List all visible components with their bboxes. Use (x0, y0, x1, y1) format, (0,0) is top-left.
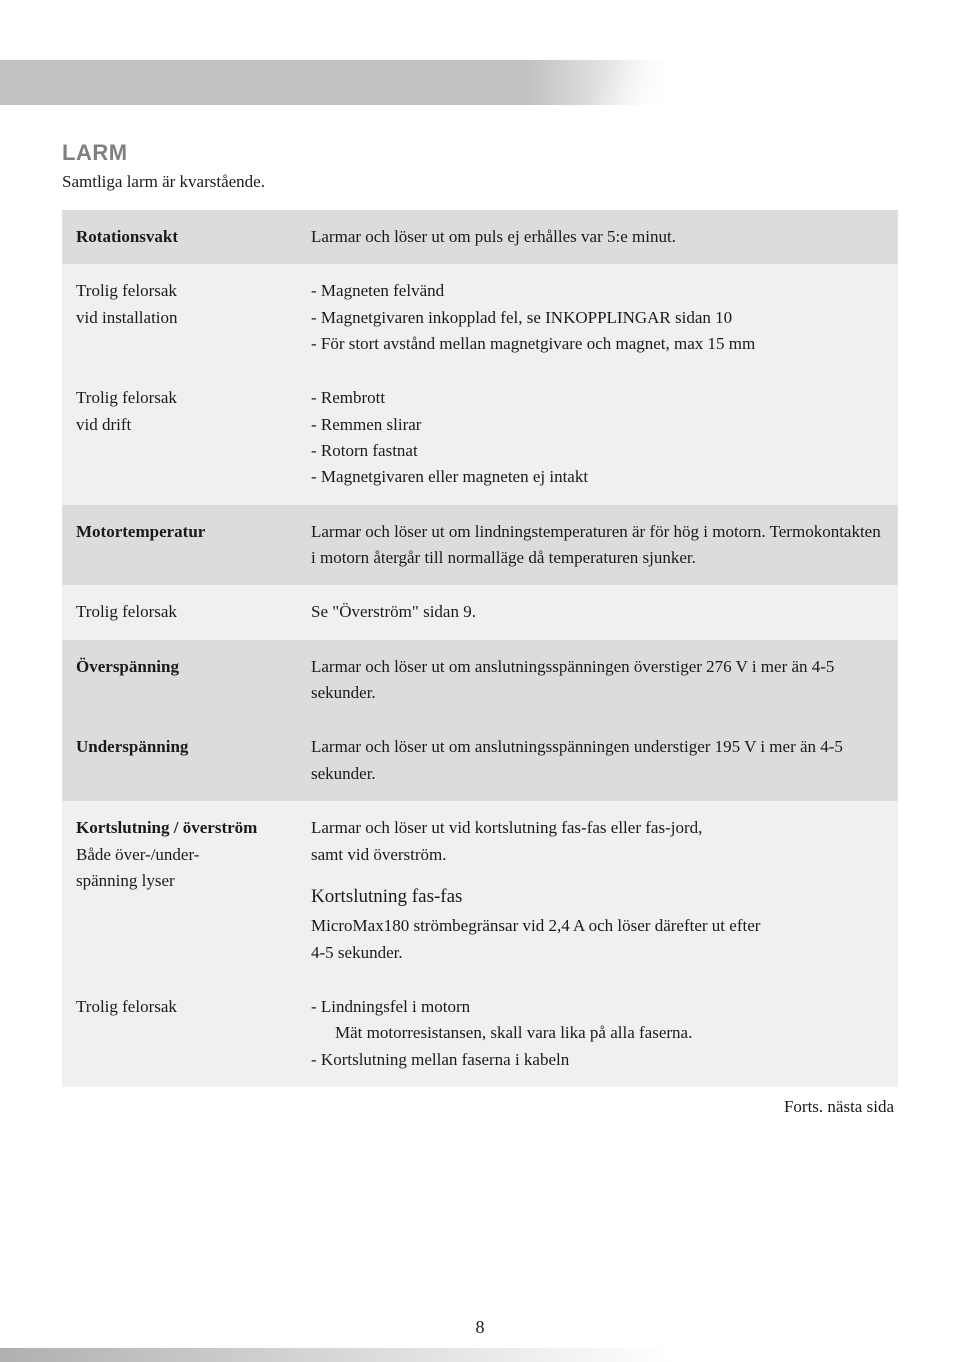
row-value-line: - Rembrott (311, 388, 385, 407)
footer-gradient-bar (0, 1348, 960, 1362)
row-value-line: - För stort avstånd mellan magnetgivare … (311, 334, 755, 353)
page-title: LARM (62, 140, 898, 166)
row-label: Underspänning (62, 720, 297, 801)
row-label-line: vid installation (76, 308, 178, 327)
row-label-line: Trolig felorsak (76, 388, 177, 407)
table-row: Trolig felorsak - Lindningsfel i motorn … (62, 980, 898, 1087)
row-value-line: 4-5 sekunder. (311, 943, 403, 962)
row-value: Larmar och löser ut om lindningstemperat… (297, 505, 898, 586)
table-row: Rotationsvakt Larmar och löser ut om pul… (62, 210, 898, 264)
row-value: - Rembrott - Remmen slirar - Rotorn fast… (297, 371, 898, 504)
table-row: Trolig felorsak Se "Överström" sidan 9. (62, 585, 898, 639)
header-gradient-bar (0, 60, 960, 105)
row-value-line: - Magneten felvänd (311, 281, 444, 300)
row-label: Överspänning (62, 640, 297, 721)
row-subheading: Kortslutning fas-fas (311, 882, 888, 911)
row-label-line: vid drift (76, 415, 131, 434)
row-value: Larmar och löser ut om anslutningsspänni… (297, 720, 898, 801)
row-value-line: samt vid överström. (311, 845, 447, 864)
alarm-table: Rotationsvakt Larmar och löser ut om pul… (62, 210, 898, 1087)
row-value-line: - Rotorn fastnat (311, 441, 418, 460)
table-row: Trolig felorsak vid drift - Rembrott - R… (62, 371, 898, 504)
row-label: Trolig felorsak vid drift (62, 371, 297, 504)
row-label-text: Överspänning (76, 657, 179, 676)
row-label-text: Kortslutning / överström (76, 818, 257, 837)
table-row: Underspänning Larmar och löser ut om ans… (62, 720, 898, 801)
row-value: Larmar och löser ut om puls ej erhålles … (297, 210, 898, 264)
row-value: - Lindningsfel i motorn Mät motorresista… (297, 980, 898, 1087)
row-value: Larmar och löser ut vid kortslutning fas… (297, 801, 898, 980)
row-label-line: Trolig felorsak (76, 281, 177, 300)
table-row: Motortemperatur Larmar och löser ut om l… (62, 505, 898, 586)
row-value-line: Larmar och löser ut vid kortslutning fas… (311, 818, 702, 837)
row-value-line: MicroMax180 strömbegränsar vid 2,4 A och… (311, 916, 760, 935)
row-value-line: - Magnetgivaren eller magneten ej intakt (311, 467, 588, 486)
row-value-line: - Magnetgivaren inkopplad fel, se INKOPP… (311, 308, 732, 327)
row-label-line: Både över-/under- (76, 845, 199, 864)
table-row: Trolig felorsak vid installation - Magne… (62, 264, 898, 371)
row-value-line: - Kortslutning mellan faserna i kabeln (311, 1050, 569, 1069)
page-subtitle: Samtliga larm är kvarstående. (62, 172, 898, 192)
table-row: Kortslutning / överström Både över-/unde… (62, 801, 898, 980)
row-label: Trolig felorsak vid installation (62, 264, 297, 371)
row-label-text: Underspänning (76, 737, 188, 756)
row-label: Motortemperatur (62, 505, 297, 586)
page-content: LARM Samtliga larm är kvarstående. Rotat… (62, 140, 898, 1117)
row-label-text: Motortemperatur (76, 522, 205, 541)
row-value-line: - Remmen slirar (311, 415, 421, 434)
continuation-note: Forts. nästa sida (62, 1097, 898, 1117)
row-label: Kortslutning / överström Både över-/unde… (62, 801, 297, 980)
row-value: - Magneten felvänd - Magnetgivaren inkop… (297, 264, 898, 371)
row-label: Rotationsvakt (62, 210, 297, 264)
row-value-line: - Lindningsfel i motorn (311, 997, 470, 1016)
row-label-text: Rotationsvakt (76, 227, 178, 246)
row-label-line: spänning lyser (76, 871, 175, 890)
page-number: 8 (0, 1317, 960, 1338)
row-label: Trolig felorsak (62, 980, 297, 1087)
row-value-indent: Mät motorresistansen, skall vara lika på… (311, 1023, 692, 1042)
row-value: Se "Överström" sidan 9. (297, 585, 898, 639)
table-row: Överspänning Larmar och löser ut om ansl… (62, 640, 898, 721)
row-label: Trolig felorsak (62, 585, 297, 639)
row-value: Larmar och löser ut om anslutningsspänni… (297, 640, 898, 721)
